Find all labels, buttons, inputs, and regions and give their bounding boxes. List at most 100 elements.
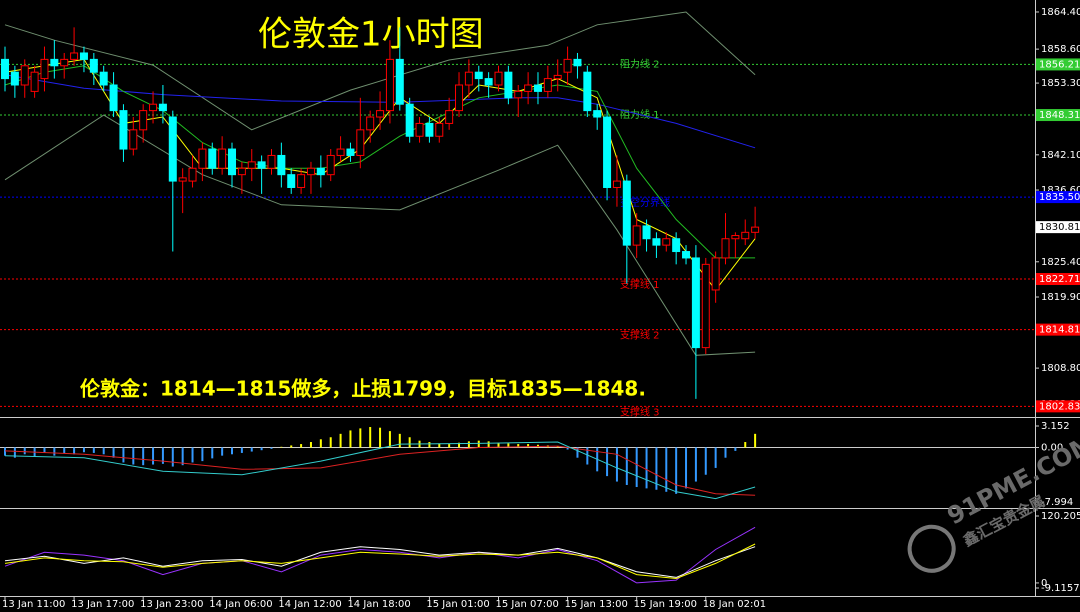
last-price-label: 1830.81 — [1039, 222, 1080, 233]
candle-body — [149, 103, 158, 112]
candle-body — [533, 84, 542, 92]
candle-body — [277, 154, 286, 176]
candle-body — [228, 148, 237, 176]
candle-body — [622, 180, 631, 246]
candle-body — [129, 129, 138, 150]
level-label: 1814.81 — [1039, 325, 1080, 336]
candle-body — [208, 148, 217, 169]
candle-body — [435, 122, 444, 137]
candle-body — [691, 257, 700, 349]
y-tick-label: 1808.80 — [1041, 363, 1080, 374]
y-tick-label: 3.152 — [1041, 421, 1070, 432]
indicator-line — [4, 546, 756, 578]
y-tick-label: -7.994 — [1041, 497, 1073, 508]
candle-body — [346, 148, 355, 156]
x-tick-label: 14 Jan 12:00 — [278, 599, 341, 610]
candle-body — [543, 78, 552, 92]
candle-body — [425, 122, 434, 137]
candle-body — [316, 167, 325, 176]
chart-title: 伦敦金1小时图 — [258, 15, 484, 55]
candle-body — [198, 148, 207, 169]
x-tick-label: 15 Jan 07:00 — [496, 599, 559, 610]
candle-body — [336, 148, 345, 156]
y-tick-label: 1819.90 — [1041, 292, 1080, 303]
level-label-box — [1036, 58, 1080, 71]
level-label: 1848.31 — [1039, 110, 1080, 121]
candle-body — [1, 58, 9, 80]
candle-body — [415, 122, 424, 137]
candle-body — [632, 225, 641, 246]
candle-body — [672, 238, 681, 253]
candle-body — [701, 263, 710, 349]
candle-body — [109, 84, 118, 112]
y-tick-label: 1853.30 — [1041, 78, 1080, 89]
level-label-box — [1036, 109, 1080, 122]
x-tick-label: 13 Jan 23:00 — [140, 599, 203, 610]
x-tick-label: 15 Jan 19:00 — [634, 599, 697, 610]
x-tick-label: 15 Jan 13:00 — [565, 599, 628, 610]
candle-body — [721, 238, 730, 259]
indicator-line — [4, 114, 756, 356]
candle-body — [119, 110, 128, 150]
watermark-logo — [907, 524, 956, 573]
candle-body — [139, 110, 148, 131]
candle-body — [514, 90, 523, 99]
candle-body — [603, 116, 612, 188]
candle-body — [257, 161, 266, 169]
candle-body — [247, 161, 256, 169]
candle-body — [731, 235, 740, 240]
candle-body — [20, 65, 29, 86]
candle-body — [652, 238, 661, 246]
y-tick-label: 1858.60 — [1041, 44, 1080, 55]
last-price-box — [1036, 221, 1080, 234]
candle-body — [612, 180, 621, 188]
candle-body — [504, 71, 513, 99]
candle-body — [99, 71, 108, 86]
candle-body — [642, 225, 651, 240]
candle-body — [376, 110, 385, 118]
level-name: 支撑线 2 — [620, 329, 660, 342]
candle-body — [168, 116, 177, 182]
candle-body — [464, 71, 473, 86]
candle-body — [445, 110, 454, 124]
y-tick-label: 1825.40 — [1041, 257, 1080, 268]
candle-body — [484, 78, 493, 86]
candle-body — [593, 110, 602, 118]
candle-body — [267, 154, 276, 169]
y-tick-label: 0.00 — [1041, 442, 1063, 453]
level-label-box — [1036, 323, 1080, 336]
candle-body — [40, 58, 49, 80]
candle-body — [287, 174, 296, 188]
candle-body — [583, 71, 592, 112]
y-tick-label: 1864.40 — [1041, 7, 1080, 18]
candle-body — [751, 226, 760, 233]
y-tick-label: 1836.60 — [1041, 185, 1080, 196]
candle-body — [573, 58, 582, 67]
y-tick-label: 120.2056 — [1041, 511, 1080, 522]
candle-body — [30, 71, 39, 92]
x-tick-label: 15 Jan 01:00 — [426, 599, 489, 610]
candle-body — [10, 71, 19, 86]
candle-body — [662, 238, 671, 246]
indicator-line — [4, 543, 756, 580]
x-tick-label: 18 Jan 02:01 — [703, 599, 766, 610]
candle-body — [50, 58, 59, 67]
candle-body — [79, 52, 88, 60]
indicator-line — [4, 441, 756, 500]
candle-body — [563, 58, 572, 73]
x-tick-label: 13 Jan 17:00 — [71, 599, 134, 610]
level-label-box — [1036, 400, 1080, 413]
candle-body — [553, 74, 562, 80]
candle-body — [60, 58, 69, 67]
candle-body — [218, 148, 227, 169]
candle-body — [455, 84, 464, 112]
level-label-box — [1036, 191, 1080, 204]
candle-body — [70, 52, 79, 60]
candle-body — [494, 71, 503, 86]
candle-body — [524, 84, 533, 92]
level-label: 1835.50 — [1039, 192, 1080, 203]
level-name: 支撑线 3 — [620, 405, 660, 418]
y-tick-label: -9.1157 — [1041, 583, 1080, 594]
x-tick-label: 14 Jan 18:00 — [347, 599, 410, 610]
